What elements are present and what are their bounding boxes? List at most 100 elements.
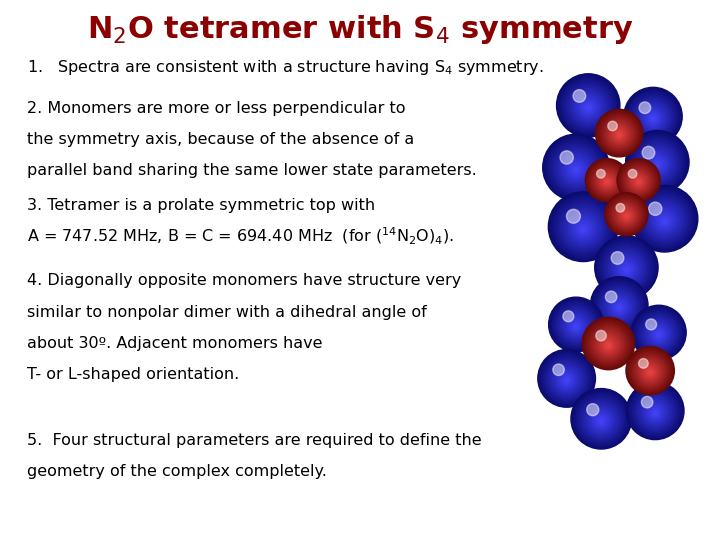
Ellipse shape	[571, 165, 581, 174]
Ellipse shape	[547, 139, 605, 197]
Ellipse shape	[639, 193, 690, 246]
Ellipse shape	[632, 176, 645, 188]
Ellipse shape	[640, 361, 660, 382]
Text: about 30º. Adjacent monomers have: about 30º. Adjacent monomers have	[27, 336, 323, 351]
Ellipse shape	[628, 348, 672, 393]
Ellipse shape	[545, 137, 607, 199]
Ellipse shape	[567, 210, 580, 223]
Ellipse shape	[584, 103, 593, 112]
Ellipse shape	[642, 147, 673, 179]
Text: 5.  Four structural parameters are required to define the: 5. Four structural parameters are requir…	[27, 433, 482, 448]
Ellipse shape	[573, 90, 585, 102]
Ellipse shape	[613, 255, 640, 282]
Ellipse shape	[554, 147, 598, 190]
Ellipse shape	[579, 98, 598, 116]
Ellipse shape	[587, 160, 627, 200]
Ellipse shape	[618, 208, 634, 223]
Text: parallel band sharing the same lower state parameters.: parallel band sharing the same lower sta…	[27, 163, 477, 178]
Ellipse shape	[588, 407, 614, 433]
Ellipse shape	[648, 155, 667, 173]
Ellipse shape	[645, 320, 672, 347]
Ellipse shape	[630, 94, 676, 140]
Ellipse shape	[624, 267, 629, 272]
Text: similar to nonpolar dimer with a dihedral angle of: similar to nonpolar dimer with a dihedra…	[27, 305, 427, 320]
Ellipse shape	[561, 205, 606, 250]
Ellipse shape	[608, 251, 644, 287]
Ellipse shape	[599, 335, 618, 354]
Ellipse shape	[596, 330, 606, 341]
Ellipse shape	[564, 157, 588, 181]
Ellipse shape	[649, 371, 652, 374]
Ellipse shape	[647, 322, 670, 346]
Ellipse shape	[634, 188, 696, 250]
Ellipse shape	[617, 159, 660, 202]
Ellipse shape	[616, 204, 625, 212]
Ellipse shape	[637, 143, 678, 184]
Ellipse shape	[577, 395, 625, 443]
Ellipse shape	[621, 164, 656, 198]
Ellipse shape	[569, 163, 583, 177]
Ellipse shape	[540, 352, 593, 406]
Ellipse shape	[629, 172, 648, 191]
Ellipse shape	[616, 204, 637, 226]
Ellipse shape	[651, 326, 667, 342]
Ellipse shape	[554, 367, 579, 392]
Ellipse shape	[637, 180, 640, 184]
Text: the symmetry axis, because of the absence of a: the symmetry axis, because of the absenc…	[27, 132, 415, 147]
Ellipse shape	[570, 89, 606, 125]
Ellipse shape	[581, 227, 585, 232]
Ellipse shape	[597, 416, 606, 425]
Ellipse shape	[588, 162, 626, 199]
Ellipse shape	[566, 211, 600, 246]
Ellipse shape	[631, 174, 647, 189]
Ellipse shape	[631, 352, 669, 390]
Ellipse shape	[543, 134, 609, 201]
Ellipse shape	[586, 405, 616, 435]
Ellipse shape	[557, 306, 595, 345]
Ellipse shape	[608, 121, 617, 131]
Ellipse shape	[597, 334, 620, 356]
Ellipse shape	[554, 303, 598, 347]
Ellipse shape	[592, 327, 625, 361]
Ellipse shape	[631, 387, 680, 436]
Ellipse shape	[632, 96, 674, 138]
Ellipse shape	[598, 286, 640, 327]
Ellipse shape	[651, 157, 664, 171]
Ellipse shape	[642, 146, 654, 159]
Ellipse shape	[595, 281, 644, 330]
Ellipse shape	[629, 350, 671, 392]
Ellipse shape	[633, 389, 678, 434]
Ellipse shape	[626, 131, 689, 194]
Ellipse shape	[561, 79, 616, 133]
Ellipse shape	[605, 193, 648, 236]
Ellipse shape	[557, 369, 577, 390]
Ellipse shape	[639, 145, 675, 181]
Text: 4. Diagonally opposite monomers have structure very: 4. Diagonally opposite monomers have str…	[27, 273, 462, 288]
Ellipse shape	[576, 221, 590, 237]
Ellipse shape	[551, 194, 616, 259]
Ellipse shape	[609, 124, 629, 144]
Ellipse shape	[595, 414, 608, 427]
Ellipse shape	[549, 297, 603, 352]
Ellipse shape	[542, 354, 591, 403]
Ellipse shape	[642, 316, 676, 351]
Ellipse shape	[632, 138, 683, 187]
Ellipse shape	[580, 398, 623, 441]
Ellipse shape	[577, 96, 600, 118]
Ellipse shape	[651, 409, 660, 417]
Ellipse shape	[639, 102, 651, 113]
Ellipse shape	[559, 372, 575, 388]
Ellipse shape	[595, 109, 643, 157]
Ellipse shape	[563, 81, 613, 131]
Ellipse shape	[639, 395, 672, 428]
Ellipse shape	[578, 224, 588, 234]
Ellipse shape	[647, 404, 663, 421]
Ellipse shape	[636, 357, 664, 386]
Ellipse shape	[557, 150, 595, 187]
Ellipse shape	[626, 168, 651, 193]
Ellipse shape	[649, 407, 662, 419]
Ellipse shape	[573, 219, 593, 239]
Ellipse shape	[626, 347, 675, 395]
Ellipse shape	[614, 202, 639, 227]
Ellipse shape	[606, 343, 611, 347]
